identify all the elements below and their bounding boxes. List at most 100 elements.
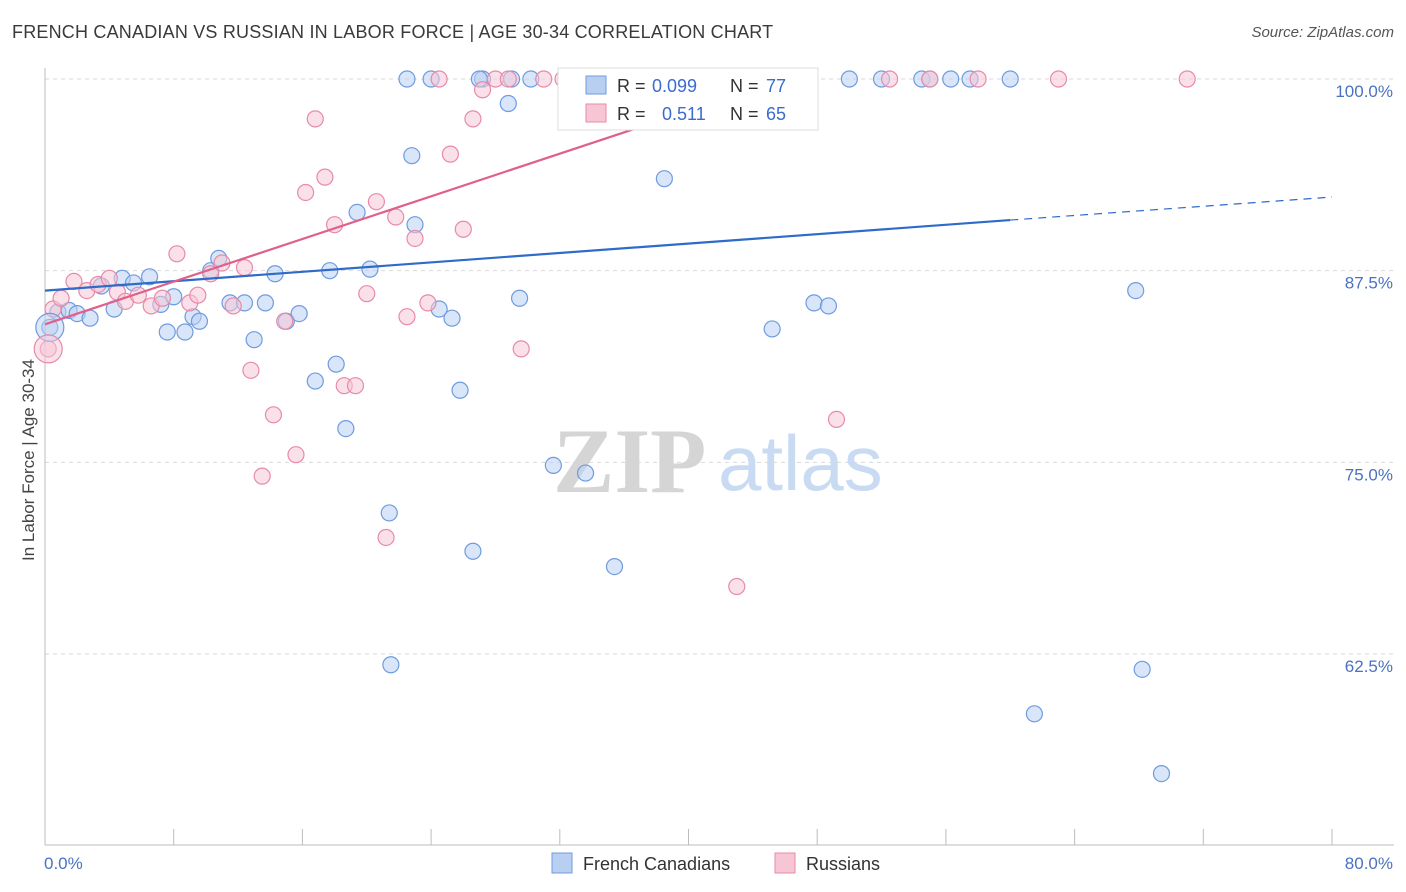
point-french-canadian: [510, 289, 529, 307]
point-french-canadian: [1152, 764, 1171, 783]
legend-r-label-french: R =: [617, 76, 646, 96]
bottom-legend-label-russian: Russians: [806, 854, 880, 874]
point-russian: [921, 70, 939, 88]
legend-n-label-french: N =: [730, 76, 759, 96]
point-russian: [430, 70, 448, 88]
point-french-canadian: [840, 70, 858, 88]
trend-line-french-canadian: [44, 218, 1011, 292]
point-russian: [264, 406, 283, 424]
point-french-canadian: [398, 70, 416, 88]
y-tick-label: 87.5%: [1345, 274, 1393, 293]
trend-line-french-canadian-extension: [1010, 196, 1333, 221]
point-russian: [224, 297, 242, 315]
point-russian: [153, 289, 172, 307]
point-russian: [235, 259, 254, 277]
point-french-canadian: [805, 294, 823, 312]
point-french-canadian: [942, 70, 960, 88]
point-russian: [242, 361, 260, 379]
y-tick-label: 75.0%: [1345, 465, 1393, 484]
point-french-canadian: [1127, 282, 1145, 300]
axes: [44, 68, 1394, 846]
point-french-canadian: [655, 170, 673, 188]
point-french-canadian: [464, 542, 482, 560]
legend-n-label-russian: N =: [730, 104, 759, 124]
point-russian: [827, 410, 846, 428]
point-russian: [306, 110, 324, 128]
y-axis-label: In Labor Force | Age 30-34: [19, 359, 38, 561]
point-french-canadian: [245, 331, 263, 349]
point-french-canadian: [190, 312, 209, 330]
watermark-zip: ZIP: [553, 410, 706, 512]
point-french-canadian: [382, 656, 400, 674]
bottom-legend-label-french: French Canadians: [583, 854, 730, 874]
point-french-canadian: [499, 94, 517, 113]
point-french-canadian: [361, 260, 379, 278]
point-russian: [358, 285, 376, 303]
tick-labels: 62.5% 75.0% 87.5% 100.0% 0.0% 80.0%: [44, 82, 1393, 873]
point-french-canadian: [256, 294, 274, 312]
point-russian: [189, 286, 207, 304]
point-russian: [441, 145, 460, 163]
point-french-canadian: [380, 504, 398, 522]
point-russian: [499, 70, 517, 88]
chart-title: FRENCH CANADIAN VS RUSSIAN IN LABOR FORC…: [12, 22, 774, 42]
bottom-legend-swatch-french: [551, 852, 573, 874]
point-french-canadian: [1001, 70, 1019, 88]
point-french-canadian: [337, 420, 355, 438]
point-russian: [1178, 70, 1196, 88]
point-french-canadian: [140, 268, 159, 286]
point-french-canadian: [158, 323, 176, 341]
watermark-atlas: atlas: [718, 419, 883, 507]
point-russian: [276, 312, 294, 330]
point-russian: [52, 289, 70, 307]
x-tick-label: 0.0%: [44, 854, 83, 873]
point-russian: [464, 110, 482, 128]
point-russian: [398, 308, 416, 326]
legend-r-value-russian: 0.511: [662, 104, 706, 124]
y-tick-label: 100.0%: [1335, 82, 1393, 101]
legend-n-value-russian: 65: [766, 104, 786, 124]
correlation-legend: R = 0.099 N = 77 R = 0.511 N = 65: [557, 67, 819, 131]
point-french-canadian: [1133, 660, 1151, 678]
point-russian: [880, 70, 899, 88]
bottom-legend-swatch-russian: [774, 852, 796, 874]
point-french-canadian: [605, 557, 624, 576]
point-russian: [512, 340, 530, 358]
point-russian: [406, 229, 424, 248]
legend-swatch-russian: [585, 103, 607, 123]
point-russian: [316, 168, 334, 186]
point-russian: [969, 70, 987, 88]
point-russian: [33, 334, 63, 364]
point-french-canadian: [544, 456, 562, 474]
point-french-canadian: [290, 305, 308, 323]
point-russian: [297, 183, 315, 202]
point-russian: [419, 294, 437, 312]
point-french-canadian: [451, 381, 469, 399]
point-french-canadian: [327, 355, 345, 373]
point-french-canadian: [443, 309, 461, 327]
legend-r-value-french: 0.099: [652, 76, 697, 96]
point-french-canadian: [1025, 705, 1043, 723]
point-russian: [473, 81, 492, 99]
point-russian: [253, 467, 271, 485]
point-french-canadian: [576, 464, 595, 482]
point-russian: [728, 577, 746, 596]
point-french-canadian: [176, 323, 194, 341]
point-french-canadian: [403, 147, 421, 165]
point-french-canadian: [763, 320, 781, 338]
point-russian: [367, 193, 386, 211]
source-label: Source: ZipAtlas.com: [1251, 24, 1394, 41]
point-russian: [535, 70, 553, 88]
point-russian: [454, 220, 472, 238]
point-french-canadian: [819, 297, 838, 315]
point-french-canadian: [306, 372, 324, 390]
point-russian: [168, 245, 186, 263]
legend-swatch-french: [585, 75, 607, 95]
point-russian: [1049, 70, 1068, 88]
y-tick-label: 62.5%: [1345, 657, 1393, 676]
point-russian: [377, 528, 395, 547]
point-french-canadian: [81, 309, 99, 327]
series-legend: French Canadians Russians: [551, 852, 880, 874]
legend-r-label-russian: R =: [617, 104, 646, 124]
point-russian: [387, 208, 405, 226]
